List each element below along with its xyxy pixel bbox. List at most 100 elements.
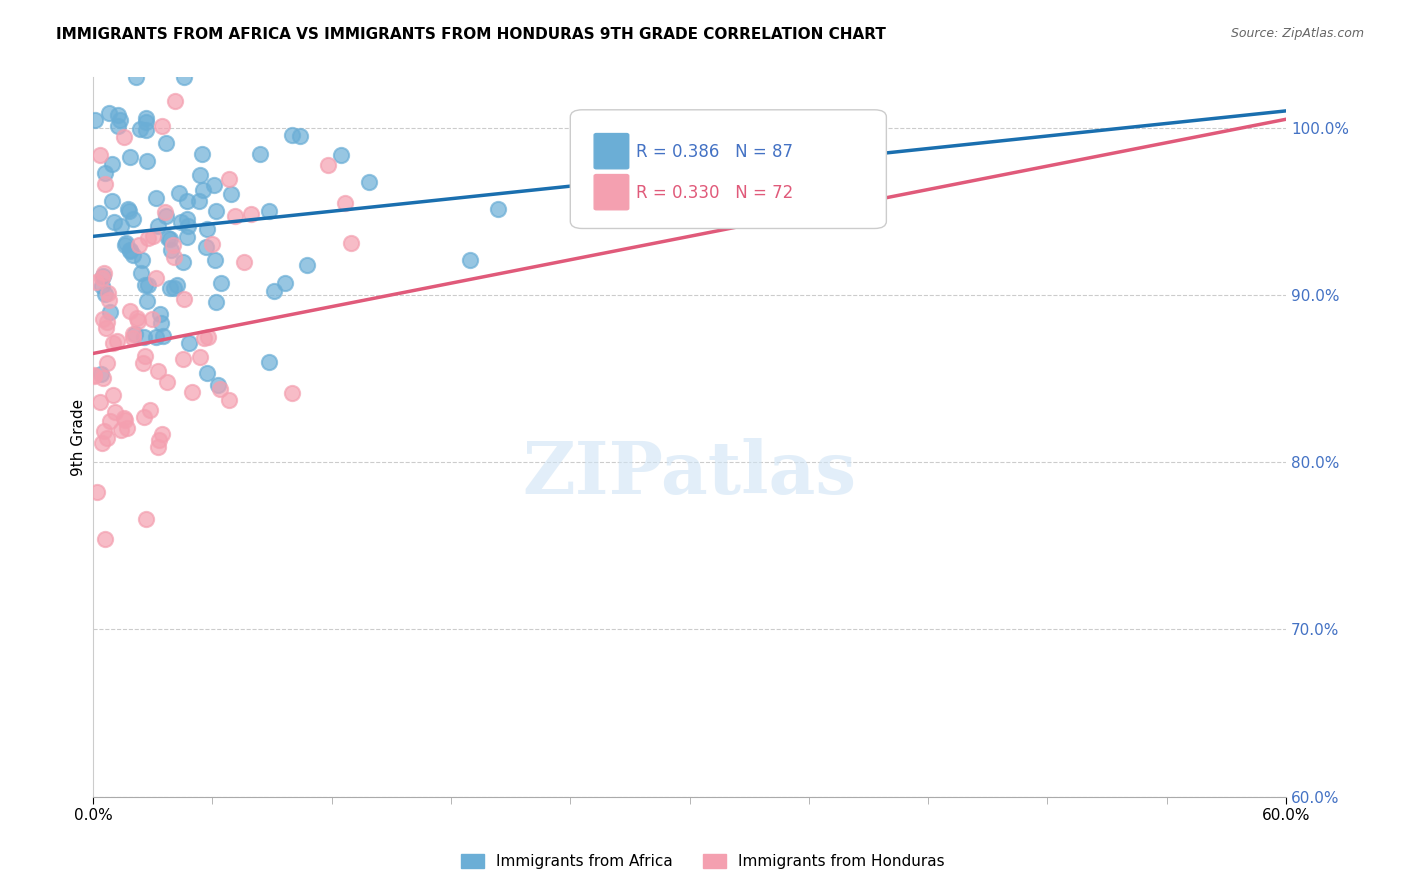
Point [118,244,141,258]
Point [146,440,169,454]
Point [112,411,135,425]
Point [148,433,170,447]
Point [91,268,114,283]
Point [136,294,159,309]
Point [93,424,115,438]
Point [135,111,157,125]
Point [152,328,174,343]
Point [197,330,219,344]
Point [91,278,114,293]
Point [224,209,246,223]
Point [90,270,112,285]
Point [96,356,118,370]
Point [136,278,159,293]
Point [101,388,124,402]
FancyBboxPatch shape [595,175,628,210]
Point [94,532,117,546]
Point [103,215,125,229]
Point [135,512,157,526]
Point [193,183,215,197]
Point [108,112,131,127]
Point [219,186,242,201]
Point [146,219,169,233]
Point [110,423,132,437]
Legend: Immigrants from Africa, Immigrants from Honduras: Immigrants from Africa, Immigrants from … [454,848,952,875]
Point [340,236,363,251]
Point [179,335,201,350]
Point [86,484,108,499]
Point [458,252,481,267]
Point [91,371,114,385]
Point [295,258,318,272]
Point [100,194,122,209]
Point [181,385,204,400]
Point [134,349,156,363]
Point [134,330,156,344]
Point [89,148,111,162]
Point [118,204,141,219]
Point [173,70,195,85]
Point [89,395,111,409]
Point [122,211,145,226]
Point [141,312,163,326]
Point [165,94,187,108]
Point [288,129,311,144]
Point [98,105,121,120]
Point [118,304,141,318]
Text: IMMIGRANTS FROM AFRICA VS IMMIGRANTS FROM HONDURAS 9TH GRADE CORRELATION CHART: IMMIGRANTS FROM AFRICA VS IMMIGRANTS FRO… [56,27,886,42]
Point [127,310,149,325]
Point [150,120,173,134]
Point [93,178,115,192]
Point [129,266,152,280]
Point [142,228,165,243]
FancyBboxPatch shape [595,134,628,169]
Point [159,280,181,294]
Point [239,207,262,221]
Point [329,147,352,161]
Point [107,107,129,121]
Point [218,392,240,407]
Point [333,196,356,211]
Point [112,130,135,145]
Point [136,231,159,245]
Point [127,313,149,327]
Point [188,168,211,182]
Point [155,136,177,150]
Point [131,253,153,268]
Point [107,119,129,133]
Point [173,292,195,306]
Point [155,204,177,219]
Point [125,70,148,85]
Point [84,276,107,290]
Point [94,287,117,301]
Point [135,115,157,129]
Point [172,351,194,366]
Text: ZIPatlas: ZIPatlas [523,437,856,508]
Point [176,212,198,227]
Point [122,331,145,345]
Point [145,330,167,344]
Point [83,113,105,128]
Y-axis label: 9th Grade: 9th Grade [72,399,86,475]
Point [195,222,218,236]
Point [134,277,156,292]
Point [90,436,112,450]
Point [150,426,173,441]
Point [160,243,183,257]
Point [201,236,224,251]
FancyBboxPatch shape [571,110,886,228]
Point [263,284,285,298]
Point [115,421,138,435]
Point [97,285,120,300]
Point [195,366,218,380]
Point [205,204,228,219]
Point [316,158,339,172]
Point [97,293,120,307]
Point [166,277,188,292]
Point [145,191,167,205]
Point [149,307,172,321]
Point [120,150,142,164]
Point [176,194,198,208]
Point [257,204,280,219]
Point [188,350,211,364]
